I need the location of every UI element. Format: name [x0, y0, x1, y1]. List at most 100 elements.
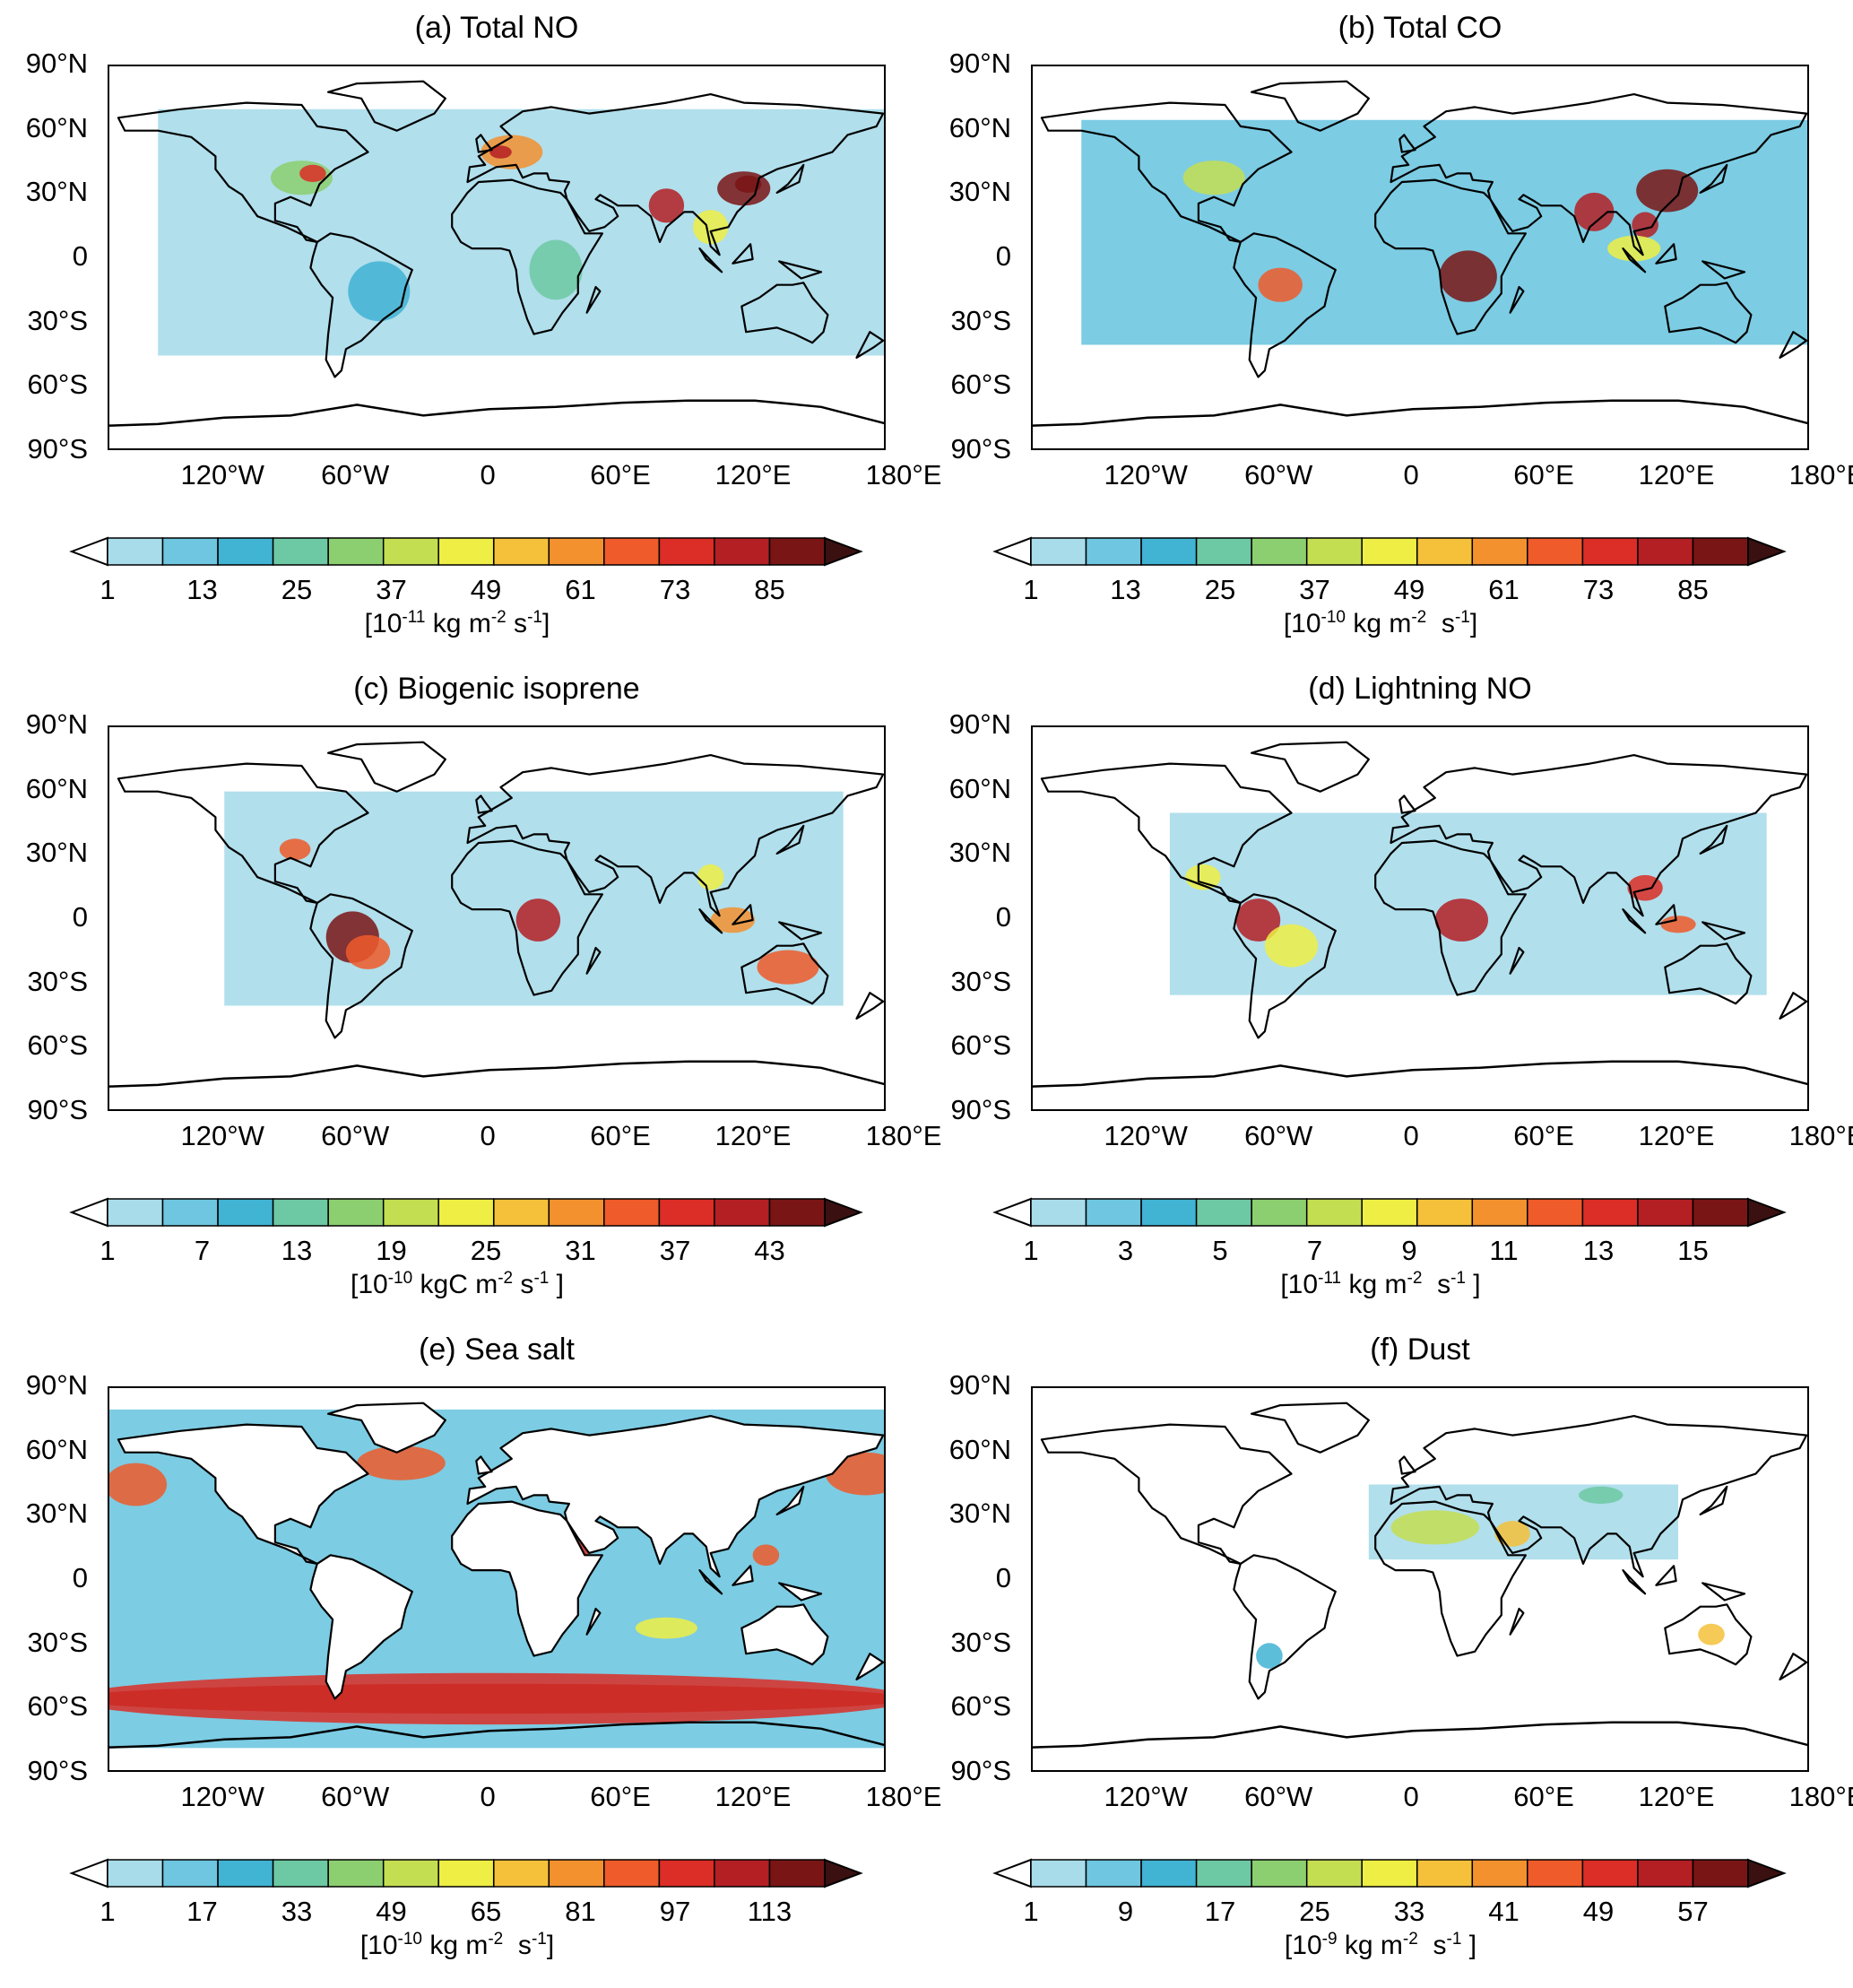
- lat-label: 90°S: [27, 1755, 88, 1786]
- colorbar-under-arrow: [992, 1858, 1032, 1888]
- panel-title: (e) Sea salt: [419, 1333, 575, 1367]
- unit-part: -11: [402, 608, 426, 627]
- coastline: [1390, 754, 1807, 917]
- emission-hotspot: [1579, 1486, 1624, 1504]
- lat-label: 60°N: [25, 1433, 88, 1465]
- antarctic-coastline: [1033, 399, 1807, 427]
- lat-label: 30°S: [950, 965, 1011, 997]
- emission-hotspot: [1256, 1643, 1283, 1669]
- lat-label: 60°N: [948, 1433, 1011, 1465]
- colorbar-tick-label: 17: [1204, 1896, 1236, 1927]
- emission-field-base: [224, 791, 844, 1006]
- unit-part: ]: [1465, 1270, 1481, 1299]
- colorbar-tick-label: 85: [754, 574, 785, 605]
- colorbar-swatch: [1361, 537, 1418, 566]
- lon-label: 120°E: [1638, 1120, 1715, 1151]
- emission-field-base: [158, 109, 884, 356]
- emission-hotspot: [734, 175, 762, 193]
- colorbar-swatch: [1251, 537, 1308, 566]
- colorbar-swatch: [382, 537, 439, 566]
- lon-label: 120°E: [1638, 1781, 1715, 1812]
- colorbar-swatch: [437, 1859, 495, 1888]
- colorbar-swatch: [658, 1198, 715, 1227]
- colorbar-tick-label: 25: [1204, 574, 1236, 605]
- coastline: [1390, 1415, 1807, 1578]
- coastline: [1655, 904, 1677, 925]
- lat-label: 60°S: [950, 369, 1011, 401]
- colorbar-swatch: [107, 1198, 164, 1227]
- colorbar-svg: [992, 1197, 1787, 1228]
- coastline: [698, 1569, 723, 1595]
- unit-part: [10: [359, 1931, 398, 1960]
- colorbar-swatch: [1085, 1198, 1142, 1227]
- panel-title: (a) Total NO: [414, 11, 579, 45]
- colorbar-unit: [10-10 kgC m-2 s-1 ]: [351, 1269, 564, 1300]
- colorbar-tick-label: 37: [659, 1235, 691, 1266]
- unit-part: kg m: [1346, 609, 1412, 638]
- unit-part: -10: [397, 1930, 422, 1949]
- lon-label: 120°E: [714, 1781, 792, 1812]
- coastline: [1233, 893, 1337, 1039]
- emission-hotspot: [1182, 161, 1245, 195]
- lon-label: 120°E: [1638, 459, 1715, 490]
- lat-label: 30°S: [950, 304, 1011, 336]
- coastline: [698, 247, 723, 273]
- lon-label: 0: [1403, 459, 1419, 490]
- colorbar-tick-label: 43: [754, 1235, 785, 1266]
- panel-title: (d) Lightning NO: [1308, 672, 1532, 706]
- lon-label: 60°W: [321, 1120, 390, 1151]
- coastline: [117, 1423, 369, 1565]
- map-canvas: [109, 741, 884, 1088]
- coastline: [775, 163, 805, 194]
- coastline: [1251, 1402, 1370, 1454]
- colorbar-tick-label: 61: [1488, 574, 1520, 605]
- emission-hotspot: [489, 145, 512, 159]
- lat-label: 30°N: [948, 176, 1011, 208]
- colorbar-swatch: [1527, 537, 1584, 566]
- coastline: [775, 824, 805, 855]
- colorbar-tick-label: 33: [281, 1896, 313, 1927]
- lon-label: 180°E: [1788, 1781, 1853, 1812]
- coastline: [117, 762, 369, 904]
- colorbar-svg: [992, 536, 1787, 567]
- unit-part: ]: [1469, 609, 1478, 638]
- lat-label: 30°S: [27, 1626, 88, 1658]
- lon-label: 0: [480, 459, 496, 490]
- unit-part: [10: [1283, 609, 1321, 638]
- colorbar-over-arrow: [1747, 1197, 1787, 1228]
- colorbar-unit: [10-10 kg m-2 s-1]: [360, 1930, 554, 1961]
- colorbar-tick-label: 113: [747, 1896, 792, 1927]
- unit-part: -1: [527, 608, 542, 627]
- map-canvas: [1033, 741, 1807, 1088]
- coastline: [451, 839, 603, 996]
- colorbar-tick-label: 9: [1117, 1896, 1134, 1927]
- colorbar-swatch: [272, 1859, 329, 1888]
- unit-part: -2: [498, 1269, 514, 1288]
- lon-label: 120°W: [1104, 459, 1188, 490]
- colorbar-swatch: [1637, 1198, 1694, 1227]
- lat-label: 60°S: [27, 1690, 88, 1723]
- colorbar-swatch: [714, 1198, 771, 1227]
- colorbar-unit: [10-11 kg m-2 s-1 ]: [1280, 1269, 1480, 1300]
- unit-part: [10: [1284, 1931, 1322, 1960]
- coastline: [1509, 286, 1525, 314]
- emission-hotspot: [1574, 192, 1615, 231]
- lat-label: 90°N: [25, 48, 88, 79]
- colorbar-tick-label: 1: [100, 574, 116, 605]
- colorbar-swatch: [437, 537, 495, 566]
- unit-part: s: [1422, 1270, 1451, 1299]
- lat-label: 60°N: [25, 111, 88, 143]
- lat-label: 90°N: [25, 708, 88, 740]
- lon-label: 180°E: [1788, 1120, 1853, 1151]
- emission-hotspot: [348, 261, 411, 322]
- colorbar-swatch: [1692, 537, 1749, 566]
- colorbar-swatch: [161, 1198, 219, 1227]
- colorbar-swatch: [382, 1198, 439, 1227]
- coastline: [740, 1603, 829, 1666]
- coastline: [475, 794, 493, 814]
- colorbar-swatch: [217, 1859, 274, 1888]
- coastline: [698, 908, 723, 934]
- colorbar-tick-label: 49: [1582, 1896, 1615, 1927]
- unit-part: -2: [1411, 608, 1427, 627]
- coastline: [1655, 243, 1677, 265]
